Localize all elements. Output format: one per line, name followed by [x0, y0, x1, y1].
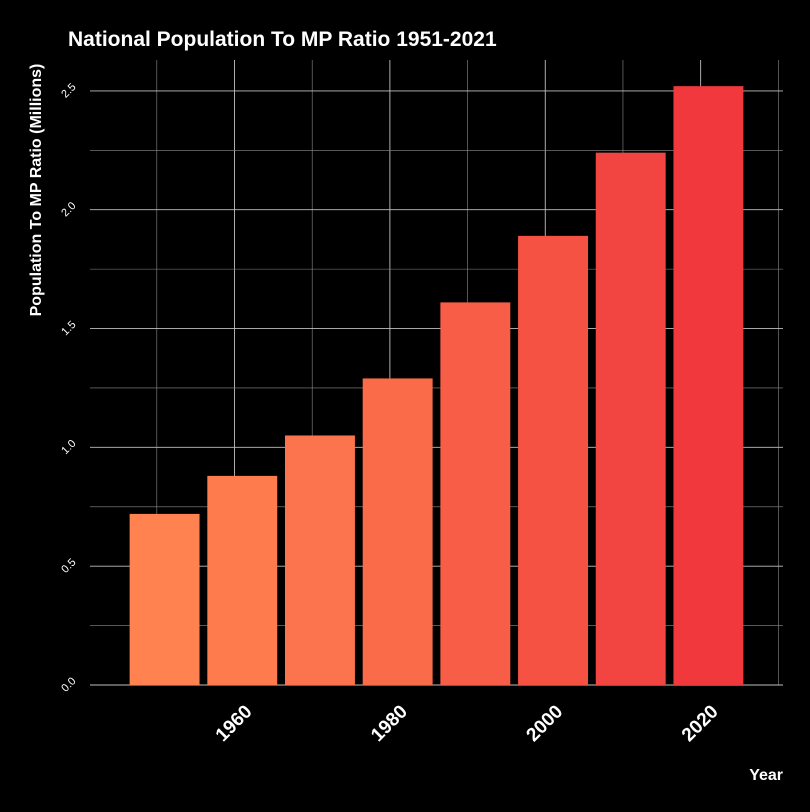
bar-1971 — [285, 435, 355, 685]
y-axis-label: Population To MP Ratio (Millions) — [28, 64, 45, 317]
bar-2021 — [673, 86, 744, 685]
bars — [129, 86, 744, 685]
bar-1981 — [362, 378, 433, 685]
bar-1991 — [440, 302, 511, 685]
bar-2011 — [595, 152, 666, 685]
bar-2001 — [518, 235, 588, 685]
chart-title: National Population To MP Ratio 1951-202… — [68, 28, 497, 51]
bar-1961 — [207, 475, 278, 685]
x-axis-label: Year — [749, 767, 783, 784]
bar-1951 — [129, 513, 200, 685]
